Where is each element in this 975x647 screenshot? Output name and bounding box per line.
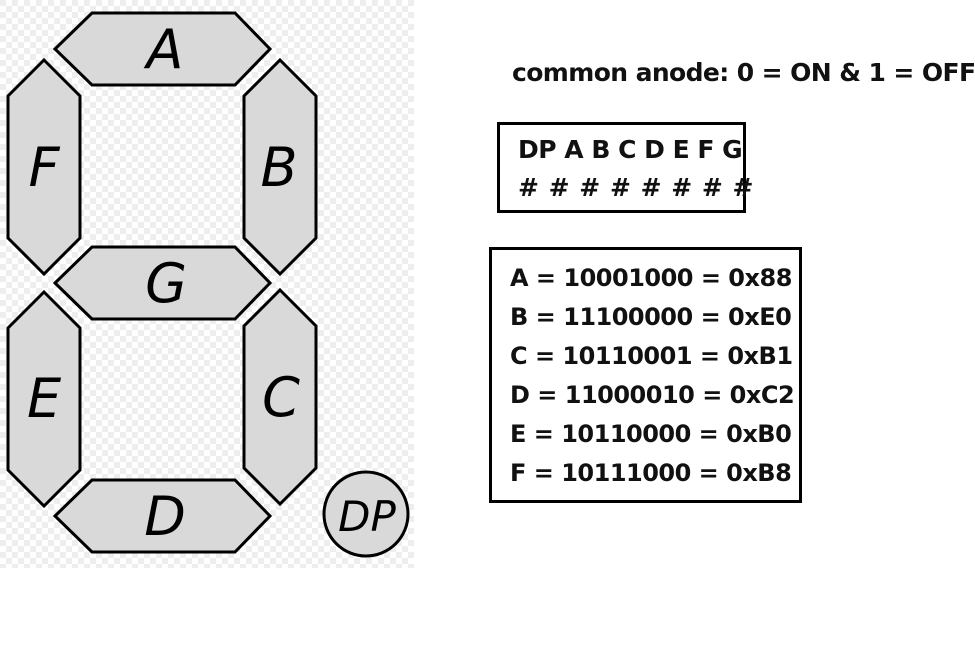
code-row-d: D = 11000010 = 0xC2 [510,381,795,409]
segment-b [242,57,318,277]
segment-a-label: A [144,18,184,81]
hex-codes-box: A = 10001000 = 0x88 B = 11100000 = 0xE0 … [489,247,802,503]
code-row-c: C = 10110001 = 0xB1 [510,342,793,370]
code-row-b: B = 11100000 = 0xE0 [510,303,792,331]
segment-e [6,289,82,509]
segment-d-label: D [144,485,186,548]
code-row-a: A = 10001000 = 0x88 [510,264,792,292]
bit-placeholders: # # # # # # # # [518,173,755,202]
code-row-e: E = 10110000 = 0xB0 [510,420,792,448]
bit-order-box: DP A B C D E F G # # # # # # # # [497,122,754,213]
segment-d [52,478,273,554]
polarity-heading: common anode: 0 = ON & 1 = OFF [512,58,975,87]
bit-order-labels: DP A B C D E F G [518,135,743,164]
segment-g [52,245,273,321]
segment-dp [322,470,410,558]
segment-f [6,57,82,277]
segment-dp-label: DP [338,492,396,541]
segment-b-label: B [260,136,297,199]
segment-g-label: G [145,252,187,315]
segment-f-label: F [28,136,60,199]
segment-e-label: E [27,367,62,430]
code-row-f: F = 10111000 = 0xB8 [510,459,792,487]
segment-c [242,287,318,507]
seven-segment-display: A B C D E F G DP [0,0,414,568]
segment-a [52,11,273,87]
segment-c-label: C [262,366,300,429]
